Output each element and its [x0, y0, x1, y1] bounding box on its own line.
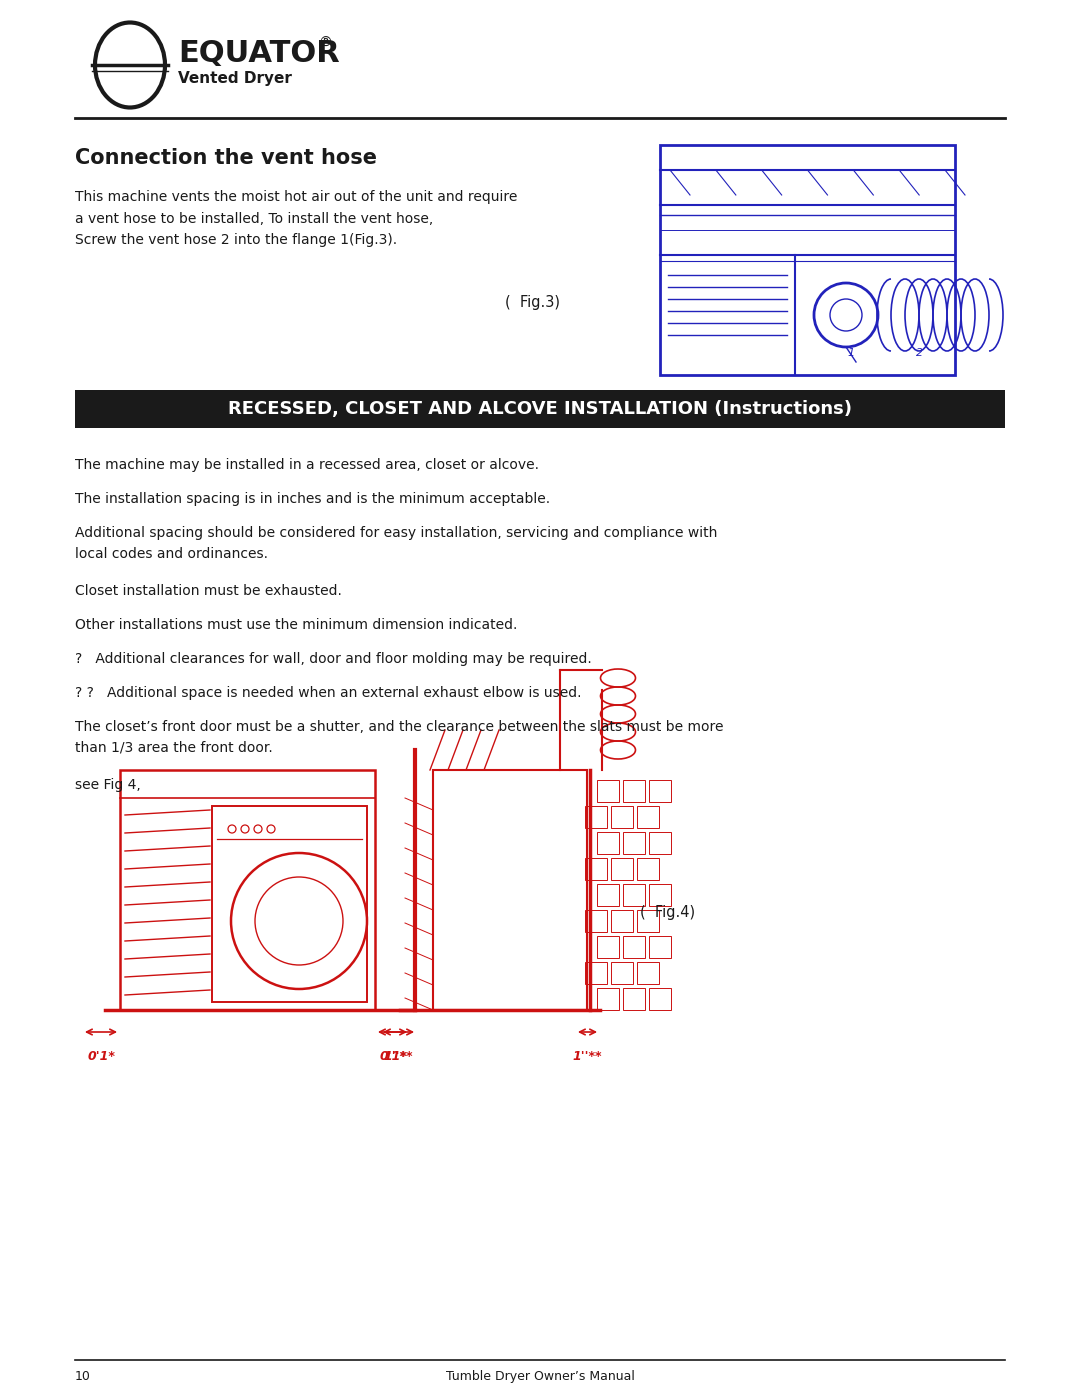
Bar [585, 858, 607, 880]
Text: Additional spacing should be considered for easy installation, servicing and com: Additional spacing should be considered … [75, 527, 717, 560]
Text: 2: 2 [917, 348, 923, 358]
Bar [637, 806, 659, 828]
Bar [611, 806, 633, 828]
Text: 0'1*: 0'1* [87, 1051, 114, 1063]
Text: ®: ® [318, 36, 332, 50]
Bar [660, 145, 955, 374]
Bar [623, 884, 645, 907]
Text: Other installations must use the minimum dimension indicated.: Other installations must use the minimum… [75, 617, 517, 631]
Bar [597, 936, 619, 958]
Bar [637, 909, 659, 932]
Bar [611, 909, 633, 932]
Bar [597, 780, 619, 802]
Bar [649, 780, 671, 802]
Text: 1''**: 1''** [572, 1051, 602, 1063]
Bar [597, 988, 619, 1010]
Text: (  Fig.3): ( Fig.3) [505, 295, 561, 310]
Bar [623, 780, 645, 802]
Bar [623, 936, 645, 958]
Bar [623, 833, 645, 854]
Bar [585, 806, 607, 828]
Text: Vented Dryer: Vented Dryer [178, 71, 292, 87]
Text: EQUATOR: EQUATOR [178, 39, 340, 67]
Bar [623, 988, 645, 1010]
Bar [611, 963, 633, 983]
Bar [649, 833, 671, 854]
Text: RECESSED, CLOSET AND ALCOVE INSTALLATION (Instructions): RECESSED, CLOSET AND ALCOVE INSTALLATION… [228, 400, 852, 418]
Text: The closet’s front door must be a shutter, and the clearance between the slats m: The closet’s front door must be a shutte… [75, 719, 724, 754]
Bar [649, 988, 671, 1010]
Bar [433, 770, 588, 1010]
Text: Closet installation must be exhausted.: Closet installation must be exhausted. [75, 584, 342, 598]
Bar [585, 909, 607, 932]
Bar [649, 884, 671, 907]
Text: ?   Additional clearances for wall, door and floor molding may be required.: ? Additional clearances for wall, door a… [75, 652, 592, 666]
Bar [212, 806, 367, 1002]
Bar [597, 884, 619, 907]
Text: see Fig 4,: see Fig 4, [75, 778, 140, 792]
Text: 10: 10 [75, 1370, 91, 1383]
Bar [649, 936, 671, 958]
Bar [637, 963, 659, 983]
Bar [75, 390, 1005, 427]
Text: The machine may be installed in a recessed area, closet or alcove.: The machine may be installed in a recess… [75, 458, 539, 472]
Text: 0'1*: 0'1* [379, 1051, 407, 1063]
Bar [597, 833, 619, 854]
Text: Connection the vent hose: Connection the vent hose [75, 148, 377, 168]
Text: (  Fig.4): ( Fig.4) [640, 905, 696, 921]
Text: Tumble Dryer Owner’s Manual: Tumble Dryer Owner’s Manual [446, 1370, 634, 1383]
Text: 1: 1 [848, 348, 854, 358]
Text: This machine vents the moist hot air out of the unit and require
a vent hose to : This machine vents the moist hot air out… [75, 190, 517, 247]
Bar [120, 770, 375, 1010]
Text: The installation spacing is in inches and is the minimum acceptable.: The installation spacing is in inches an… [75, 492, 550, 506]
Text: 1''**: 1''** [383, 1051, 413, 1063]
Bar [637, 858, 659, 880]
Text: ? ?   Additional space is needed when an external exhaust elbow is used.: ? ? Additional space is needed when an e… [75, 686, 581, 700]
Bar [585, 963, 607, 983]
Bar [611, 858, 633, 880]
